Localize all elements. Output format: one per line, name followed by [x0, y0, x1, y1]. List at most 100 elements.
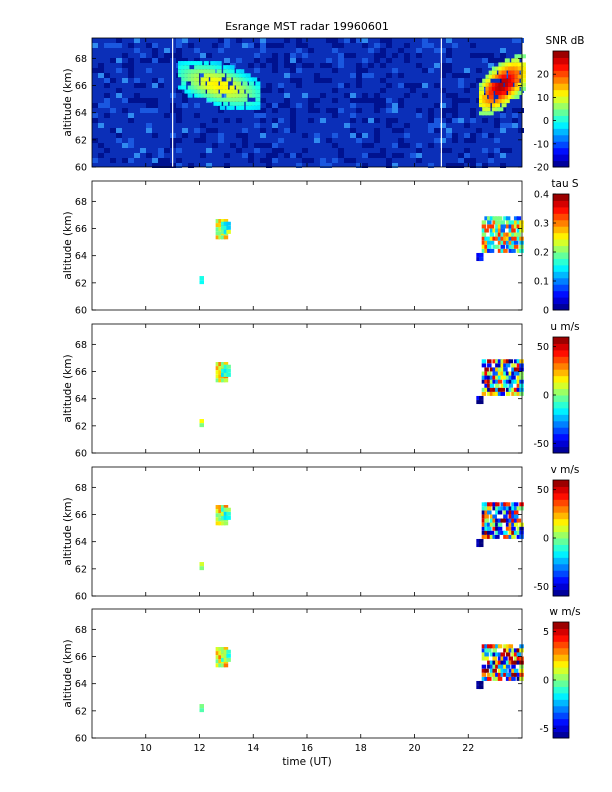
- heatmap-cell: [446, 118, 452, 123]
- data-cell: [519, 371, 524, 376]
- heatmap-cell: [212, 43, 218, 48]
- data-cell: [495, 518, 500, 523]
- data-cell: [503, 240, 508, 245]
- heatmap-cell: [284, 53, 290, 58]
- heatmap-cell: [508, 70, 514, 75]
- data-cell: [513, 216, 519, 221]
- data-cell: [487, 371, 492, 376]
- data-cell: [481, 530, 487, 535]
- heatmap-cell: [245, 77, 251, 82]
- data-cell: [497, 506, 503, 511]
- colorbar-segment: [553, 232, 569, 240]
- heatmap-cell: [458, 78, 464, 83]
- colorbar-segment: [553, 401, 569, 409]
- heatmap-cell: [272, 148, 278, 153]
- data-cell: [513, 236, 519, 241]
- data-cell: [508, 359, 514, 364]
- heatmap-cell: [229, 69, 235, 74]
- y-tick-label: 60: [75, 306, 87, 317]
- heatmap-cell: [514, 82, 520, 87]
- heatmap-cell: [219, 81, 225, 86]
- data-cell: [489, 672, 495, 677]
- data-cell: [516, 534, 522, 539]
- data-cell: [484, 240, 489, 245]
- heatmap-cell: [248, 63, 254, 68]
- colorbar-tick-label: 0: [543, 534, 549, 545]
- heatmap-cell: [278, 103, 284, 108]
- heatmap-cell: [326, 78, 332, 83]
- data-cell: [497, 518, 503, 523]
- data-cell: [489, 387, 495, 392]
- data-cell: [487, 660, 492, 665]
- y-tick-label: 68: [75, 340, 87, 351]
- data-cell: [508, 526, 514, 531]
- heatmap-cell: [248, 83, 254, 88]
- heatmap-cell: [122, 53, 128, 58]
- heatmap-cell: [254, 148, 260, 153]
- colorbar-segment: [553, 83, 569, 91]
- data-cell: [505, 660, 511, 665]
- heatmap-cell: [210, 89, 216, 94]
- heatmap-cell: [485, 99, 491, 104]
- heatmap-cell: [176, 58, 182, 63]
- heatmap-cell: [284, 38, 290, 43]
- data-cell: [508, 228, 514, 233]
- data-cell: [479, 395, 484, 400]
- heatmap-cell: [356, 38, 362, 43]
- heatmap-cell: [110, 43, 116, 48]
- heatmap-cell: [190, 85, 196, 90]
- heatmap-cell: [498, 86, 504, 91]
- data-cell: [500, 228, 505, 233]
- heatmap-cell: [500, 128, 506, 133]
- heatmap-cell: [504, 58, 510, 63]
- data-cell: [513, 514, 519, 519]
- data-cell: [519, 660, 524, 665]
- data-cell: [481, 220, 487, 225]
- heatmap-cell: [470, 108, 476, 113]
- heatmap-cell: [223, 89, 229, 94]
- data-cell: [508, 510, 514, 515]
- heatmap-cell: [446, 163, 452, 168]
- heatmap-cell: [332, 68, 338, 73]
- heatmap-cell: [252, 77, 258, 82]
- heatmap-cell: [260, 48, 266, 53]
- data-cell: [492, 522, 497, 527]
- data-cell: [481, 676, 487, 681]
- data-cell: [492, 220, 497, 225]
- heatmap-cell: [248, 158, 254, 163]
- heatmap-cell: [392, 108, 398, 113]
- data-cell: [500, 240, 505, 245]
- heatmap-cell: [284, 58, 290, 63]
- heatmap-cell: [181, 61, 187, 66]
- data-cell: [497, 526, 503, 531]
- heatmap-cell: [184, 61, 190, 66]
- data-cell: [505, 664, 511, 669]
- data-cell: [221, 368, 226, 373]
- data-cell: [505, 676, 511, 681]
- heatmap-cell: [422, 68, 428, 73]
- data-cell: [497, 216, 503, 221]
- data-cell: [508, 534, 514, 539]
- heatmap-cell: [479, 90, 484, 95]
- heatmap-cell: [517, 82, 523, 87]
- heatmap-cell: [203, 73, 209, 78]
- heatmap-cell: [440, 63, 446, 68]
- heatmap-cell: [488, 95, 494, 100]
- heatmap-cell: [200, 73, 206, 78]
- data-cell: [199, 419, 204, 424]
- data-cell: [511, 240, 516, 245]
- data-cell: [489, 391, 495, 396]
- heatmap-cell: [140, 98, 146, 103]
- heatmap-cell: [368, 153, 374, 158]
- heatmap-cell: [350, 113, 356, 118]
- heatmap-cell: [314, 138, 320, 143]
- heatmap-cell: [374, 128, 380, 133]
- heatmap-cell: [440, 103, 446, 108]
- heatmap-cell: [362, 58, 368, 63]
- data-cell: [505, 648, 511, 653]
- heatmap-cell: [182, 38, 188, 43]
- heatmap-cell: [386, 43, 392, 48]
- heatmap-cell: [128, 43, 134, 48]
- data-cell: [503, 363, 508, 368]
- heatmap-cell: [152, 108, 158, 113]
